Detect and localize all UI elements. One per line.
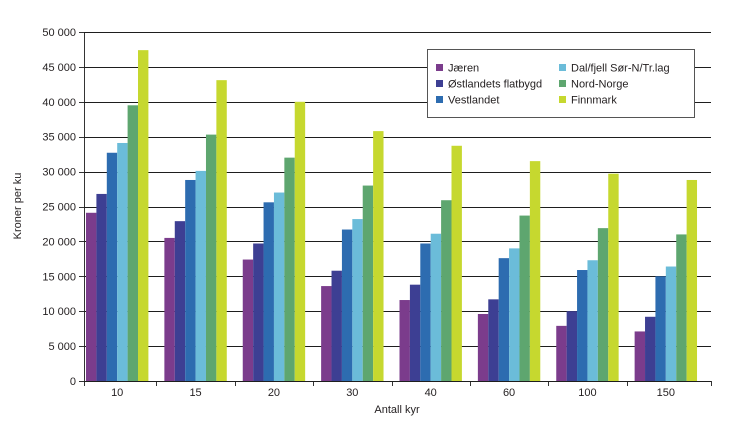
bar-series-2-15 xyxy=(185,179,196,381)
y-tick-label: 40 000 xyxy=(42,97,76,109)
x-tick-label: 20 xyxy=(268,387,280,399)
x-tick-label: 15 xyxy=(189,387,201,399)
bar-series-0-60 xyxy=(477,313,489,381)
y-tick-label: 50 000 xyxy=(42,27,76,39)
bar-series-2-150 xyxy=(655,276,666,381)
y-tick-label: 5 000 xyxy=(48,341,76,353)
y-tick-label: 0 xyxy=(70,376,76,388)
legend: Jæren Østlandets flatbygd Vestlandet Dal/fj… xyxy=(427,49,695,118)
bar-series-2-30 xyxy=(341,229,353,381)
bar-series-3-150 xyxy=(665,266,677,381)
bar-series-5-150 xyxy=(686,179,698,381)
bar-series-2-40 xyxy=(420,243,431,381)
bar-series-5-10 xyxy=(138,50,149,381)
bar-series-5-100 xyxy=(608,173,619,381)
legend-swatch xyxy=(559,80,566,87)
legend-label: Dal/fjell Sør-N/Tr.lag xyxy=(571,63,670,75)
bar-series-4-20 xyxy=(284,157,295,381)
bar-series-1-15 xyxy=(174,221,186,381)
bar-series-4-60 xyxy=(519,215,530,381)
bar-series-2-60 xyxy=(498,258,510,381)
bar-series-0-10 xyxy=(86,212,97,381)
bar-series-1-30 xyxy=(331,270,342,381)
bar-series-5-60 xyxy=(529,161,541,381)
y-tick-label: 15 000 xyxy=(42,271,76,283)
bar-series-1-40 xyxy=(409,284,421,381)
bar-series-4-150 xyxy=(676,234,687,381)
y-tick-label: 35 000 xyxy=(42,132,76,144)
legend-item: Dal/fjell Sør-N/Tr.lag xyxy=(559,63,670,75)
bar-series-5-30 xyxy=(373,131,384,381)
y-tick-label: 20 000 xyxy=(42,236,76,248)
bars xyxy=(86,50,698,382)
legend-item: Nord-Norge xyxy=(559,79,628,91)
legend-label: Vestlandet xyxy=(448,95,499,107)
bar-series-5-40 xyxy=(451,145,462,381)
legend-label: Nord-Norge xyxy=(571,79,628,91)
bar-series-3-60 xyxy=(509,248,520,381)
x-tick-labels: 10 15 20 30 40 60 100 150 xyxy=(111,387,675,399)
legend-swatch xyxy=(559,64,566,71)
bar-series-0-40 xyxy=(399,300,410,381)
legend-item: Østlandets flatbygd xyxy=(436,79,542,91)
legend-item: Jæren xyxy=(436,63,479,75)
y-tick-label: 30 000 xyxy=(42,167,76,179)
y-tick-labels: 0 5 000 10 000 15 000 20 000 25 000 30 000 35 0… xyxy=(42,27,76,388)
y-tick-label: 10 000 xyxy=(42,306,76,318)
x-tick-label: 150 xyxy=(657,387,675,399)
legend-swatch xyxy=(559,96,566,103)
bar-series-2-100 xyxy=(577,270,588,381)
legend-swatch xyxy=(436,64,443,71)
bar-series-4-40 xyxy=(441,200,452,381)
bar-series-3-15 xyxy=(195,170,206,381)
legend-swatch xyxy=(436,80,443,87)
legend-label: Finnmark xyxy=(571,95,617,107)
x-tick-label: 100 xyxy=(578,387,596,399)
bar-series-3-30 xyxy=(352,219,363,381)
bar-series-0-150 xyxy=(634,331,646,381)
bar-series-4-10 xyxy=(127,105,138,381)
bar-series-4-30 xyxy=(362,185,374,381)
bar-series-4-100 xyxy=(597,228,609,381)
bar-series-1-60 xyxy=(488,299,499,381)
legend-label: Østlandets flatbygd xyxy=(448,79,542,91)
x-tick-label: 10 xyxy=(111,387,123,399)
bar-series-1-100 xyxy=(566,311,578,381)
bar-series-3-100 xyxy=(587,260,598,381)
legend-swatch xyxy=(436,96,443,103)
bar-series-5-20 xyxy=(294,101,306,382)
bar-series-1-10 xyxy=(96,193,107,381)
y-tick-label: 45 000 xyxy=(42,62,76,74)
legend-label: Jæren xyxy=(448,63,479,75)
x-axis-title: Antall kyr xyxy=(374,404,420,416)
axes xyxy=(79,32,712,386)
y-axis-title: Kroner per ku xyxy=(12,173,24,240)
bar-series-0-20 xyxy=(242,259,254,381)
x-tick-label: 30 xyxy=(346,387,358,399)
x-tick-label: 60 xyxy=(503,387,515,399)
y-tick-label: 25 000 xyxy=(42,202,76,214)
bar-series-2-20 xyxy=(263,202,274,381)
bar-series-0-30 xyxy=(321,286,332,381)
bar-series-3-40 xyxy=(430,233,442,381)
bar-series-3-10 xyxy=(117,142,128,381)
bar-series-1-150 xyxy=(645,316,656,381)
bar-series-1-20 xyxy=(253,243,264,381)
x-tick-label: 40 xyxy=(425,387,437,399)
bar-series-3-20 xyxy=(273,192,285,381)
bar-series-0-15 xyxy=(164,237,175,381)
legend-item: Vestlandet xyxy=(436,95,499,107)
bar-series-0-100 xyxy=(556,325,567,381)
bar-series-5-15 xyxy=(216,80,227,382)
bar-series-2-10 xyxy=(106,152,118,381)
bar-series-4-15 xyxy=(205,134,217,381)
legend-item: Finnmark xyxy=(559,95,617,107)
